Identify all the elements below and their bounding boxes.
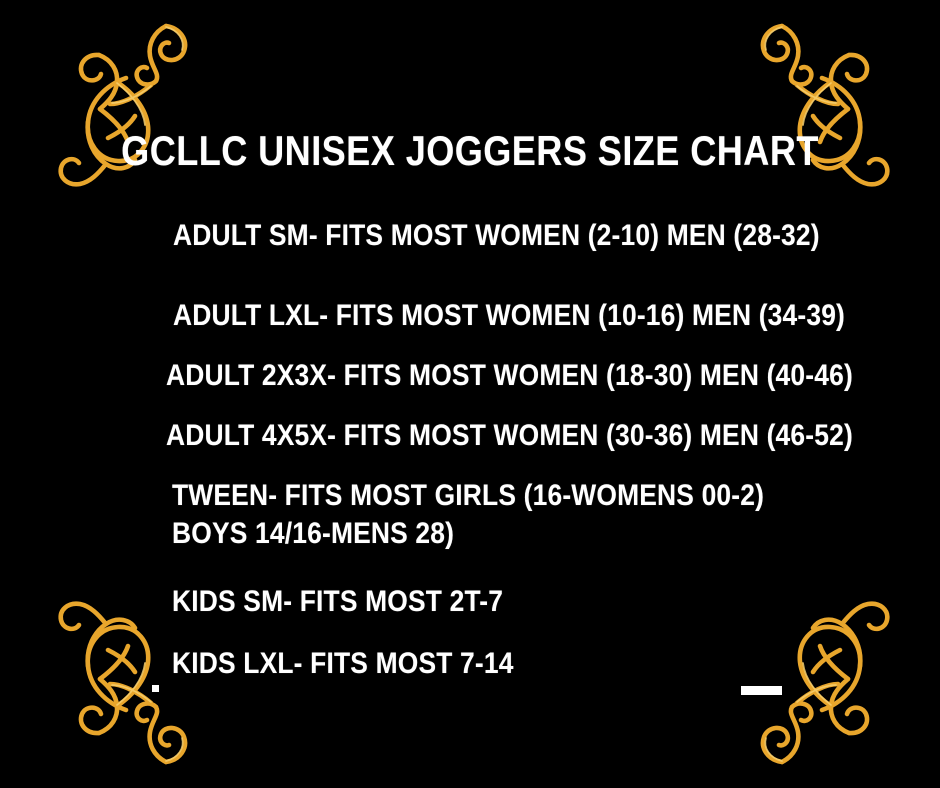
- list-item: ADULT SM- FITS MOST WOMEN (2-10) MEN (28…: [173, 219, 820, 252]
- page-title: GCLLC UNISEX JOGGERS SIZE CHART: [121, 127, 819, 174]
- stray-bar-mark: [741, 686, 782, 695]
- stray-dot-mark: [152, 685, 159, 692]
- list-item: KIDS SM- FITS MOST 2T-7: [172, 585, 504, 618]
- list-item: KIDS LXL- FITS MOST 7-14: [172, 647, 514, 680]
- list-item: TWEEN- FITS MOST GIRLS (16-WOMENS 00-2) …: [172, 479, 765, 550]
- list-item: ADULT 2X3X- FITS MOST WOMEN (18-30) MEN …: [166, 359, 853, 392]
- list-item: ADULT LXL- FITS MOST WOMEN (10-16) MEN (…: [173, 299, 846, 332]
- list-item: ADULT 4X5X- FITS MOST WOMEN (30-36) MEN …: [166, 419, 853, 452]
